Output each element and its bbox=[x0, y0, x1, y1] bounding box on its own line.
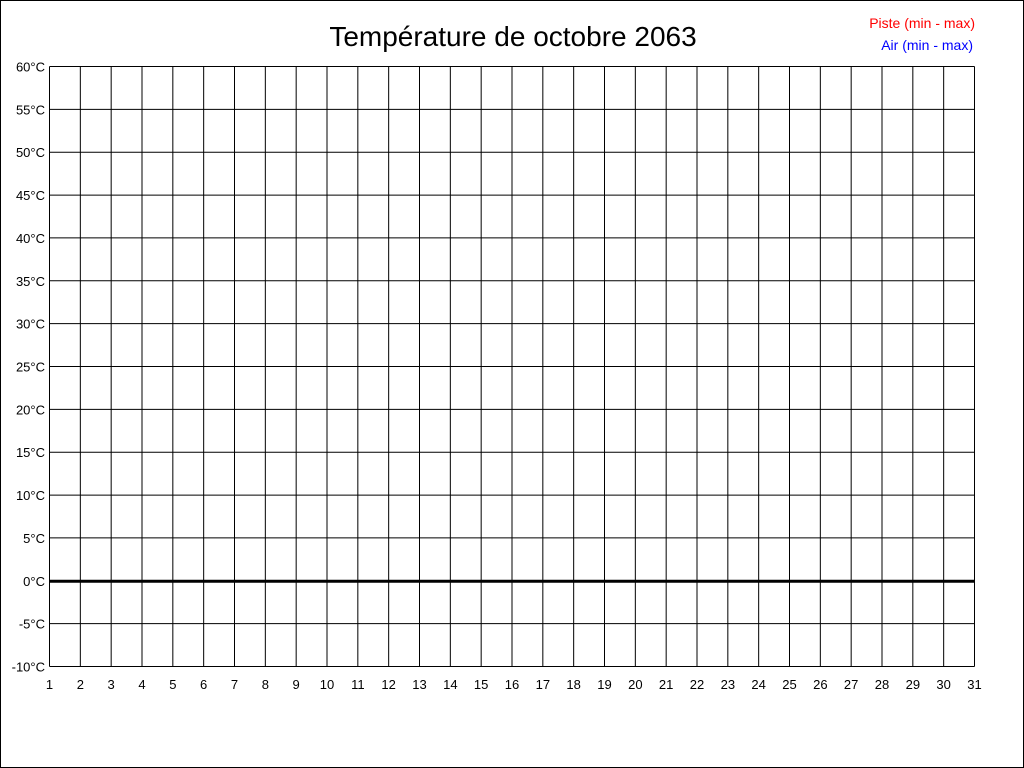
legend-air: Air (min - max) bbox=[881, 37, 973, 53]
x-tick-label: 7 bbox=[231, 677, 238, 692]
x-tick-label: 3 bbox=[108, 677, 115, 692]
y-tick-label: 40°C bbox=[16, 231, 45, 246]
y-tick-label: 5°C bbox=[23, 531, 45, 546]
y-tick-label: -10°C bbox=[12, 660, 45, 675]
x-tick-label: 22 bbox=[690, 677, 704, 692]
x-tick-label: 29 bbox=[906, 677, 920, 692]
y-tick-label: 0°C bbox=[23, 574, 45, 589]
x-tick-label: 12 bbox=[381, 677, 395, 692]
x-tick-label: 26 bbox=[813, 677, 827, 692]
x-tick-label: 8 bbox=[262, 677, 269, 692]
x-tick-label: 23 bbox=[721, 677, 735, 692]
y-tick-label: 50°C bbox=[16, 145, 45, 160]
x-tick-label: 24 bbox=[751, 677, 765, 692]
legend-piste: Piste (min - max) bbox=[869, 15, 975, 31]
y-tick-label: -5°C bbox=[19, 617, 45, 632]
x-tick-label: 2 bbox=[77, 677, 84, 692]
x-tick-label: 16 bbox=[505, 677, 519, 692]
y-tick-label: 25°C bbox=[16, 360, 45, 375]
x-tick-label: 25 bbox=[782, 677, 796, 692]
y-tick-label: 60°C bbox=[16, 60, 45, 75]
x-tick-label: 14 bbox=[443, 677, 457, 692]
x-tick-label: 15 bbox=[474, 677, 488, 692]
x-tick-label: 11 bbox=[351, 677, 365, 692]
x-tick-label: 13 bbox=[412, 677, 426, 692]
y-tick-label: 45°C bbox=[16, 188, 45, 203]
x-tick-label: 6 bbox=[200, 677, 207, 692]
x-tick-label: 19 bbox=[597, 677, 611, 692]
chart-title: Température de octobre 2063 bbox=[329, 21, 696, 52]
x-tick-label: 1 bbox=[46, 677, 53, 692]
x-tick-label: 10 bbox=[320, 677, 334, 692]
y-tick-label: 20°C bbox=[16, 402, 45, 417]
x-tick-label: 27 bbox=[844, 677, 858, 692]
y-tick-label: 10°C bbox=[16, 488, 45, 503]
y-tick-label: 15°C bbox=[16, 445, 45, 460]
x-tick-label: 20 bbox=[628, 677, 642, 692]
y-tick-label: 35°C bbox=[16, 274, 45, 289]
x-tick-label: 9 bbox=[293, 677, 300, 692]
x-tick-label: 5 bbox=[169, 677, 176, 692]
x-tick-label: 17 bbox=[536, 677, 550, 692]
x-tick-label: 31 bbox=[967, 677, 981, 692]
y-tick-label: 30°C bbox=[16, 317, 45, 332]
x-tick-label: 18 bbox=[566, 677, 580, 692]
x-tick-label: 28 bbox=[875, 677, 889, 692]
y-tick-label: 55°C bbox=[16, 102, 45, 117]
x-tick-label: 4 bbox=[138, 677, 145, 692]
x-tick-label: 21 bbox=[659, 677, 673, 692]
x-tick-label: 30 bbox=[936, 677, 950, 692]
